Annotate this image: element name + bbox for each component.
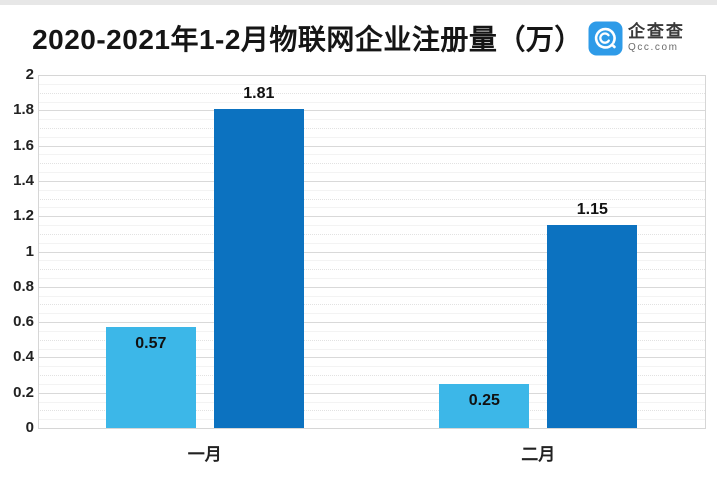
minor-gridline [38, 154, 705, 156]
minor-gridline [38, 101, 705, 103]
minor-gridline [38, 198, 705, 200]
minor-gridline [38, 419, 705, 421]
minor-gridline [38, 233, 705, 235]
minor-gridline [38, 295, 705, 297]
minor-gridline [38, 339, 705, 341]
minor-gridline [38, 375, 705, 377]
minor-gridline [38, 278, 705, 279]
bar-2020-一月 [105, 327, 196, 428]
brand-name: 企查查 [627, 21, 685, 41]
minor-gridline [38, 313, 705, 315]
data-label-2021-一月: 1.81 [243, 84, 275, 102]
y-axis-tick-label: 0.4 [13, 348, 34, 366]
minor-gridline [38, 366, 705, 368]
major-gridline [38, 145, 705, 147]
data-label-2020-一月: 0.57 [135, 335, 167, 353]
minor-gridline [38, 383, 705, 385]
minor-gridline [38, 304, 705, 306]
minor-gridline [38, 136, 705, 138]
minor-gridline [38, 127, 705, 129]
x-axis-category-label: 二月 [521, 445, 556, 464]
major-gridline [38, 251, 705, 253]
minor-gridline [38, 348, 705, 350]
brand-logo: 企查查 Qcc.com [588, 21, 685, 56]
minor-gridline [38, 260, 705, 262]
brand-text: 企查查 Qcc.com [627, 21, 685, 53]
data-label-2020-二月: 0.25 [468, 391, 500, 409]
bar-2021-二月 [547, 225, 638, 428]
bar-2021-一月 [213, 108, 304, 428]
plot-area [38, 75, 706, 429]
minor-gridline [38, 83, 705, 85]
major-gridline [38, 392, 705, 394]
major-gridline [38, 357, 705, 359]
minor-gridline [38, 189, 705, 191]
page-title: 2020-2021年1-2月物联网企业注册量（万） [32, 24, 583, 55]
minor-gridline [38, 401, 705, 403]
bar-2020-二月 [439, 383, 530, 428]
major-gridline [38, 180, 705, 182]
y-axis-tick-label: 0.8 [13, 277, 34, 295]
y-axis-tick-label: 0.2 [13, 383, 34, 401]
minor-gridline [38, 172, 705, 174]
qcc-logo-icon [588, 21, 623, 55]
minor-gridline [38, 269, 705, 271]
top-border [0, 0, 717, 5]
y-axis-tick-label: 1.8 [13, 101, 34, 119]
chart-header: 2020-2021年1-2月物联网企业注册量（万） 企查查 Qcc.com [0, 10, 717, 66]
minor-gridline [38, 242, 705, 244]
minor-gridline [38, 410, 705, 412]
brand-domain: Qcc.com [627, 41, 679, 53]
y-axis-tick-label: 2 [25, 66, 34, 83]
minor-gridline [38, 163, 705, 165]
minor-gridline [38, 225, 705, 226]
y-axis-tick-label: 0.6 [13, 313, 34, 331]
y-axis-tick-label: 0 [25, 419, 34, 436]
major-gridline [38, 322, 705, 324]
x-axis-category-label: 一月 [187, 445, 222, 464]
major-gridline [38, 286, 705, 288]
minor-gridline [38, 92, 705, 94]
minor-gridline [38, 207, 705, 209]
y-axis-tick-label: 1 [25, 242, 34, 260]
y-axis-tick-label: 1.4 [13, 171, 34, 189]
minor-gridline [38, 119, 705, 121]
y-axis-tick-label: 1.6 [13, 136, 34, 154]
major-gridline [38, 216, 705, 218]
minor-gridline [38, 330, 705, 332]
data-label-2021-二月: 1.15 [576, 201, 608, 218]
major-gridline [38, 110, 705, 112]
y-axis-tick-label: 1.2 [13, 207, 34, 225]
